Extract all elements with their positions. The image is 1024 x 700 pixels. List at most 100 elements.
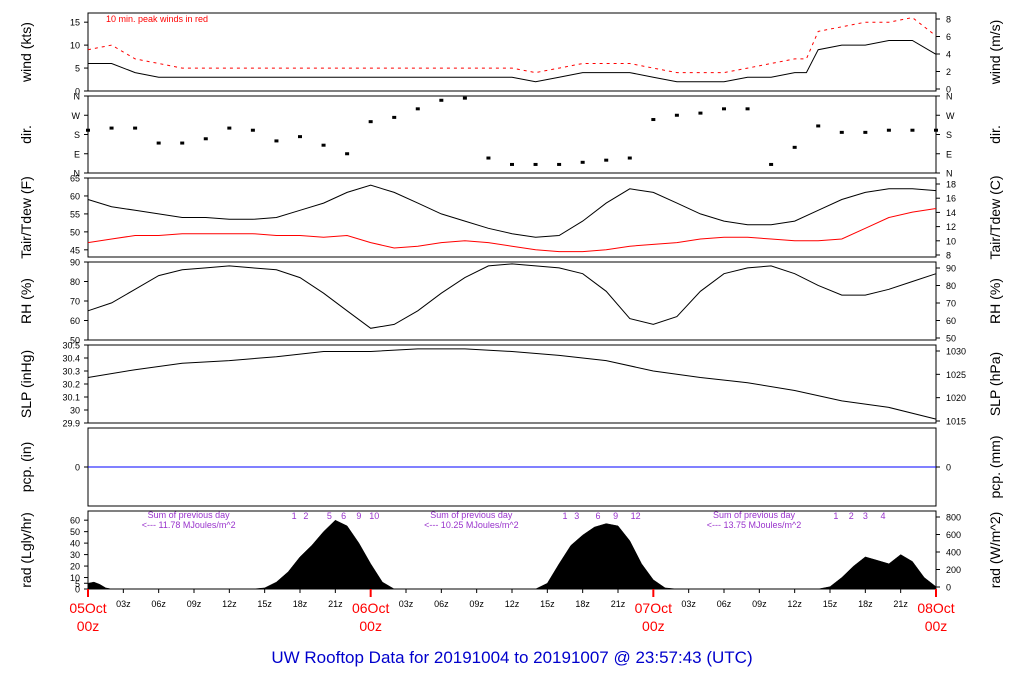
data-point-direction — [298, 135, 302, 139]
y-tick-label-left: 50 — [70, 527, 80, 537]
figure-title: UW Rooftop Data for 20191004 to 20191007… — [271, 648, 753, 667]
x-tick-label: 03z — [116, 599, 131, 609]
y-tick-label-left: 5 — [75, 64, 80, 74]
hour-mark-label: 9 — [613, 511, 618, 521]
y-tick-label-left: 60 — [70, 516, 80, 526]
data-point-direction — [674, 113, 679, 117]
y-tick-label-left: 50 — [70, 336, 80, 346]
series-area-radiation — [87, 519, 937, 590]
y-tick-label-left: 0 — [75, 585, 80, 595]
y-axis-label-left: wind (kts) — [18, 22, 34, 83]
data-point-direction — [180, 141, 185, 145]
y-tick-label-right: S — [946, 130, 952, 140]
day-label-hour: 00z — [359, 618, 382, 634]
y-tick-label-left: 30.5 — [62, 341, 80, 351]
y-tick-label-left: 30.1 — [62, 393, 80, 403]
y-tick-label-right: 12 — [946, 222, 956, 232]
data-point-direction — [580, 160, 585, 164]
data-point-direction — [792, 145, 797, 149]
y-tick-label-right: 8 — [946, 251, 951, 261]
data-point-direction — [651, 118, 656, 122]
data-point-direction — [250, 128, 255, 132]
day-label-hour: 00z — [642, 618, 665, 634]
panel-frame — [87, 95, 937, 174]
y-tick-label-right: 1030 — [946, 347, 966, 357]
data-point-direction — [510, 162, 514, 166]
hour-mark-label: 5 — [327, 511, 332, 521]
data-point-direction — [910, 128, 915, 132]
y-tick-label-right: 0 — [946, 463, 951, 473]
x-tick-label: 09z — [187, 599, 202, 609]
x-tick-label: 21z — [611, 599, 626, 609]
y-tick-label-left: 30.2 — [62, 380, 80, 390]
x-tick-label: 03z — [681, 599, 696, 609]
data-point-direction — [934, 128, 938, 132]
y-tick-label-right: E — [946, 149, 952, 159]
y-tick-label-right: 200 — [946, 565, 961, 575]
hour-mark-label: 3 — [863, 511, 868, 521]
y-axis-label-right: rad (W/m^2) — [987, 512, 1003, 589]
data-point-direction — [156, 141, 161, 145]
series-line-SLP — [87, 348, 937, 420]
panel-frame — [87, 261, 937, 341]
series-line-peak — [87, 17, 937, 74]
hour-mark-label: 1 — [292, 511, 297, 521]
x-tick-label: 18z — [575, 599, 590, 609]
data-point-direction — [486, 156, 491, 160]
y-axis-label-left: dir. — [18, 125, 34, 144]
day-label-date: 08Oct — [917, 600, 954, 616]
y-tick-label-right: 400 — [946, 548, 961, 558]
data-point-direction — [769, 162, 774, 166]
panel-pcp: 0 0 pcp. (in) pcp. (mm) — [18, 427, 1003, 507]
x-tick-label: 15z — [540, 599, 555, 609]
y-tick-label-right: 80 — [946, 281, 956, 291]
hour-mark-label: 4 — [880, 511, 885, 521]
data-point-direction — [392, 115, 397, 119]
data-point-direction — [627, 156, 632, 160]
y-tick-label-right: 1025 — [946, 370, 966, 380]
y-tick-label-right: 90 — [946, 264, 956, 274]
y-tick-label-left: S — [74, 130, 80, 140]
data-point-direction — [462, 96, 467, 100]
sum-label-value: <--- 13.75 MJoules/m^2 — [707, 520, 802, 530]
x-tick-label: 12z — [505, 599, 520, 609]
y-tick-label-right: 18 — [946, 180, 956, 190]
y-tick-label-right: 16 — [946, 194, 956, 204]
panel-wind: 0 5 10 15 0 2 4 6 8 wind (kts) wind (m/s) 10 min. p… — [18, 12, 1003, 97]
panel-rh: 50 60 70 80 90 50 60 70 80 90 RH (%) RH (%) — [18, 258, 1003, 346]
data-point-direction — [886, 128, 891, 132]
data-point-direction — [321, 143, 326, 147]
y-axis-label-left: pcp. (in) — [18, 442, 34, 493]
y-tick-label-right: 14 — [946, 208, 956, 218]
x-tick-label: 06z — [434, 599, 449, 609]
y-tick-label-left: 0 — [75, 463, 80, 473]
hour-mark-label: 2 — [849, 511, 854, 521]
data-point-direction — [863, 130, 868, 134]
y-axis-label-right: wind (m/s) — [987, 20, 1003, 86]
sum-label-title: Sum of previous day — [430, 510, 513, 520]
data-point-direction — [722, 107, 726, 111]
y-tick-label-right: 10 — [946, 236, 956, 246]
y-axis-label-right: pcp. (mm) — [987, 436, 1003, 499]
data-point-direction — [203, 137, 208, 141]
y-tick-label-right: 1015 — [946, 417, 966, 427]
y-axis-label-left: SLP (inHg) — [18, 350, 34, 418]
y-tick-label-left: 60 — [70, 316, 80, 326]
x-tick-label: 21z — [328, 599, 343, 609]
data-point-direction — [227, 126, 232, 130]
day-label-hour: 00z — [925, 618, 948, 634]
y-tick-label-right: 0 — [946, 85, 951, 95]
x-tick-label: 15z — [257, 599, 272, 609]
y-tick-label-left: N — [74, 92, 81, 102]
y-tick-label-left: 30 — [70, 550, 80, 560]
y-tick-label-left: 40 — [70, 539, 80, 549]
data-point-direction — [604, 158, 609, 162]
y-tick-label-right: N — [946, 92, 953, 102]
data-point-direction — [533, 162, 538, 166]
y-tick-label-left: 50 — [70, 227, 80, 237]
x-tick-label: 18z — [858, 599, 873, 609]
y-tick-label-left: W — [72, 111, 81, 121]
data-point-direction — [439, 98, 444, 102]
x-tick-label: 03z — [399, 599, 414, 609]
